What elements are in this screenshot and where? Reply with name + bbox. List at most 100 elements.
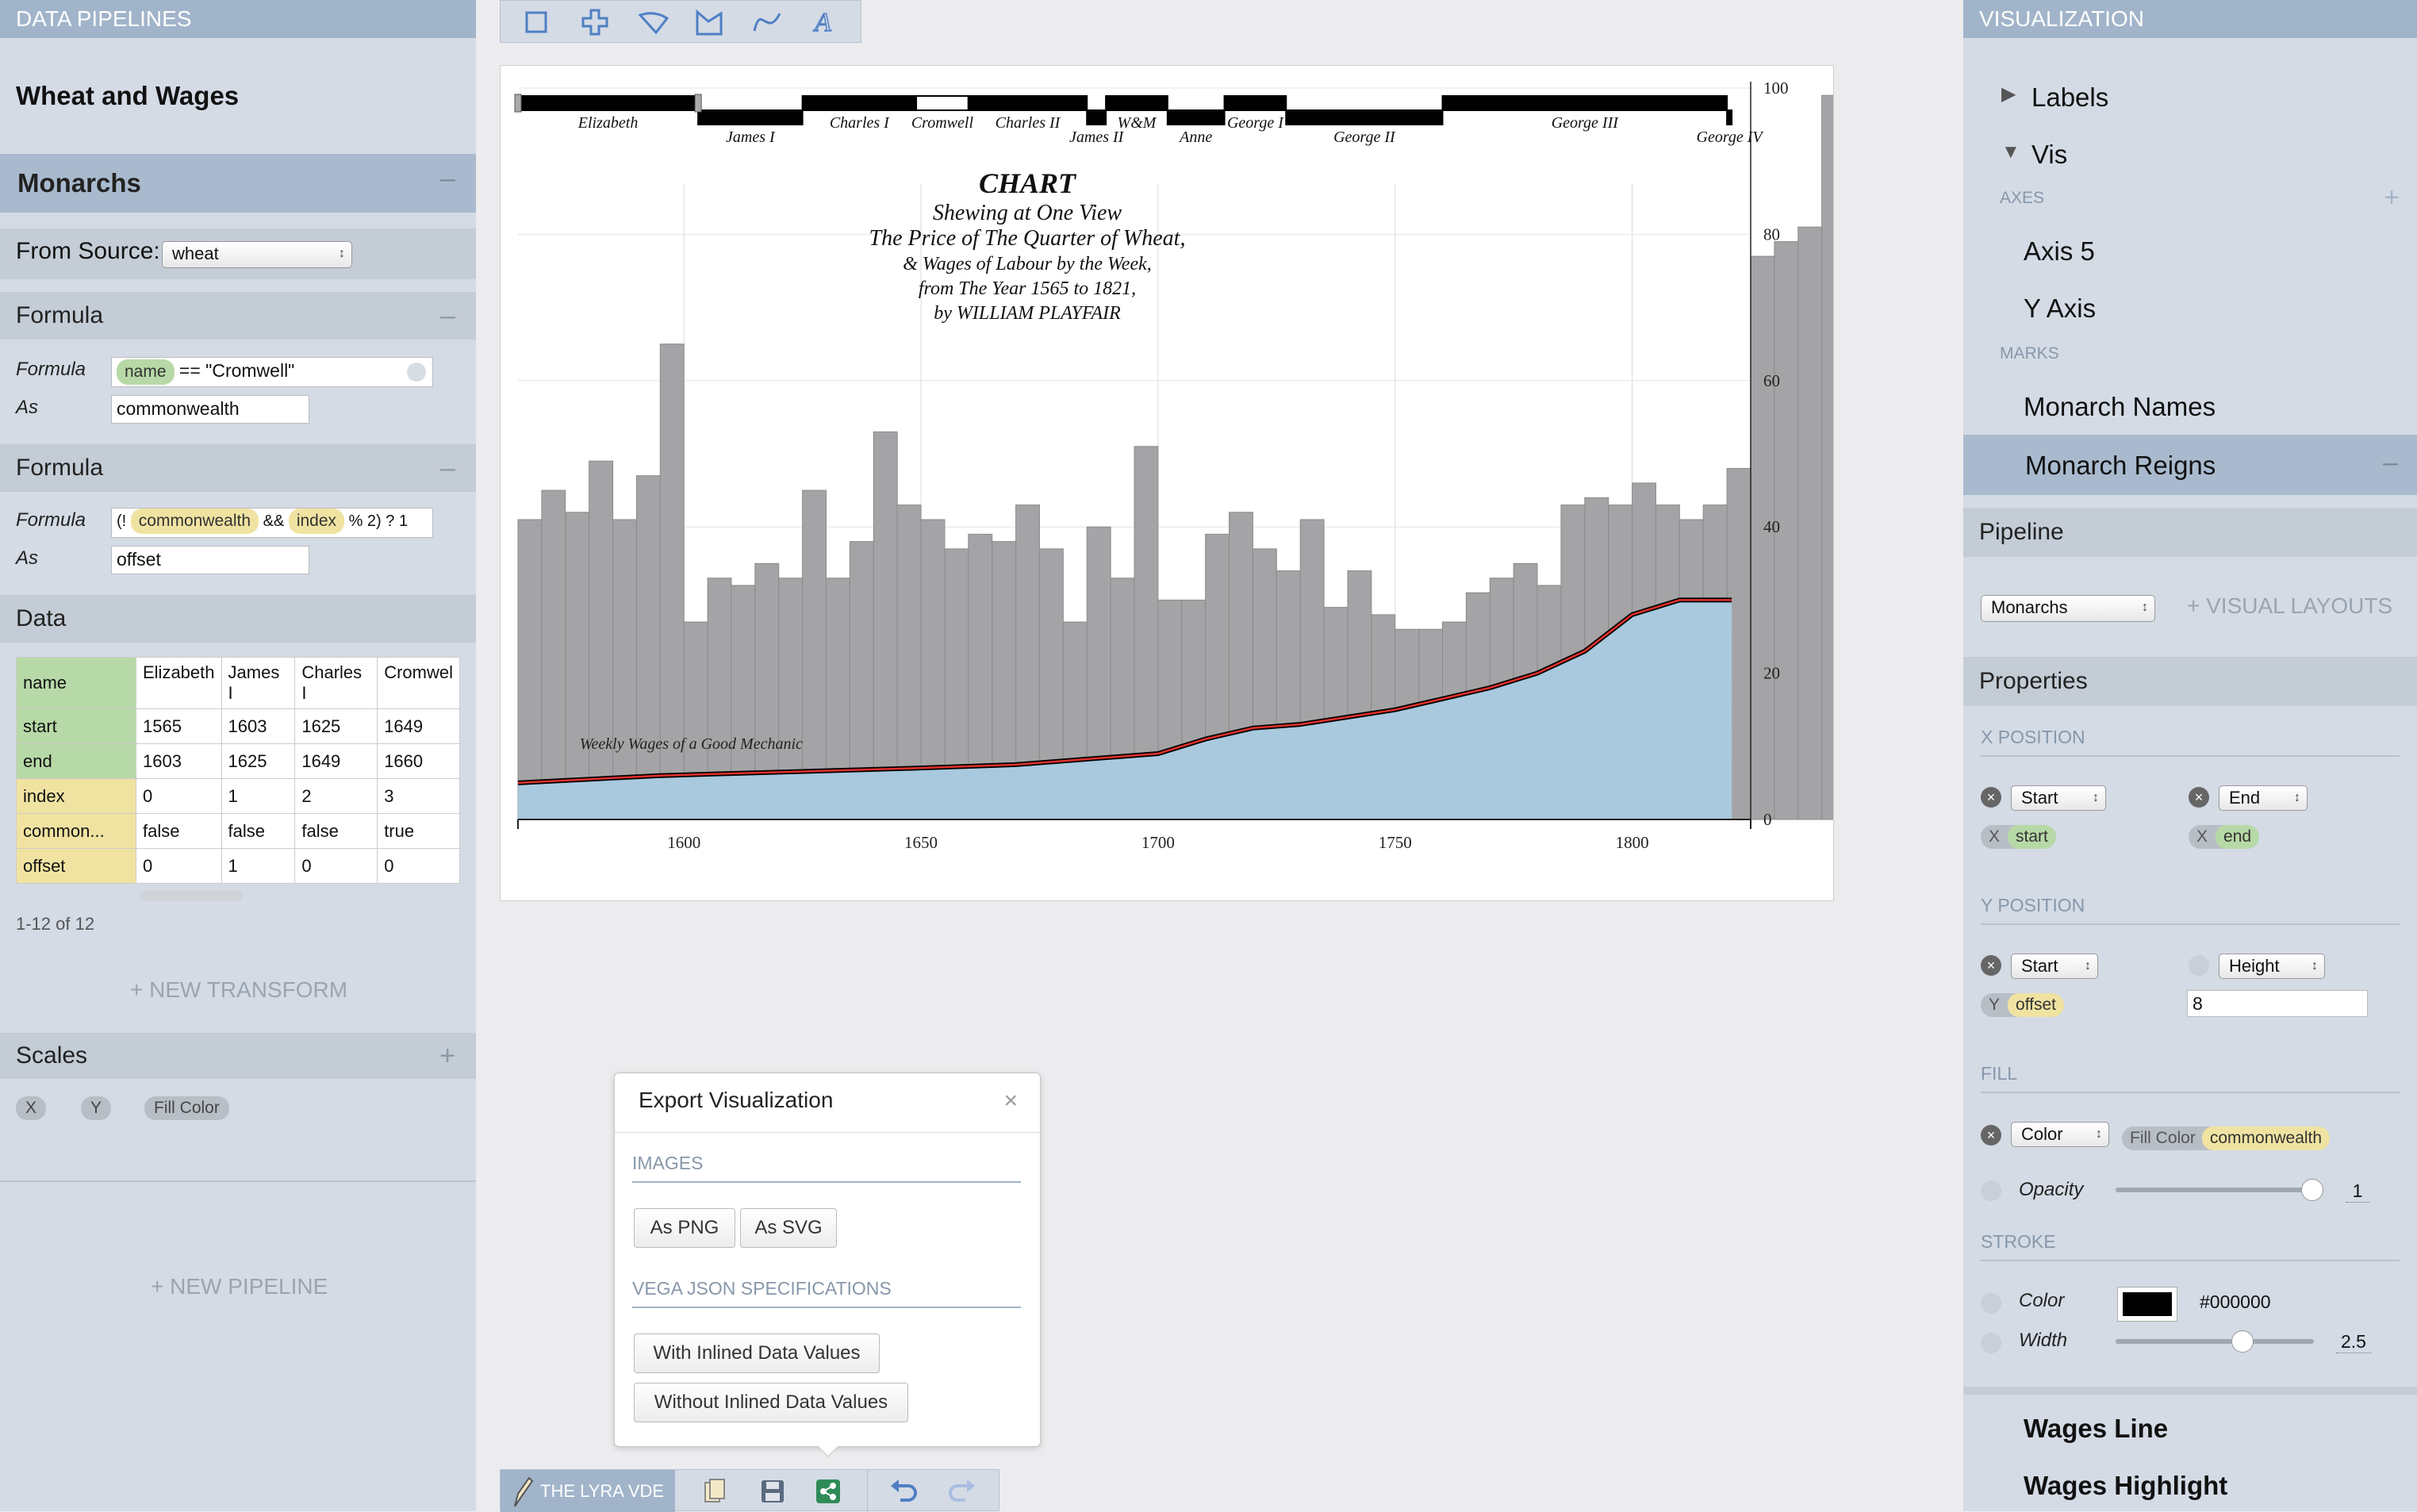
rect-tool-icon[interactable] (523, 9, 550, 36)
labels-item[interactable]: Labels (2031, 83, 2109, 112)
monarch-reign-bar[interactable] (517, 95, 700, 111)
add-icon[interactable]: + (2384, 182, 2400, 213)
wheat-bar[interactable] (1774, 241, 1799, 820)
field-pill-commonwealth[interactable]: commonwealth (130, 508, 259, 534)
mark-item-wages-highlight[interactable]: Wages Highlight (2024, 1471, 2228, 1500)
text-tool-icon[interactable]: A (808, 6, 840, 37)
monarch-reign-bar[interactable] (1086, 109, 1107, 125)
axis-item-y-axis[interactable]: Y Axis (2024, 294, 2097, 323)
formula-header-1[interactable]: Formula – (0, 292, 476, 340)
field-pill-index[interactable]: index (288, 508, 345, 534)
wheat-bar[interactable] (541, 489, 566, 820)
monarch-reign-bar[interactable] (801, 95, 918, 111)
clear-icon[interactable] (407, 363, 426, 382)
remove-icon[interactable]: × (1981, 955, 2001, 976)
export-not-inlined-button[interactable]: Without Inlined Data Values (634, 1383, 908, 1422)
export-svg-button[interactable]: As SVG (740, 1208, 837, 1248)
area-tool-icon[interactable] (694, 7, 726, 37)
collapse-icon[interactable]: – (2383, 447, 2398, 478)
as-input-2[interactable]: offset (111, 546, 309, 574)
wheat-bar[interactable] (517, 519, 543, 820)
toggle-dot[interactable] (1981, 1293, 2001, 1314)
collapse-triangle-icon[interactable]: ▼ (2001, 141, 2020, 163)
toggle-dot[interactable] (1981, 1333, 2001, 1353)
monarch-reign-bar[interactable] (915, 95, 969, 111)
monarch-reign-bar[interactable] (1285, 109, 1444, 125)
arc-tool-icon[interactable] (637, 7, 670, 37)
fill-color-select[interactable]: Color (2011, 1122, 2109, 1147)
scale-pill-x[interactable]: X (16, 1096, 47, 1120)
dataset-header[interactable]: Monarchs – (0, 154, 476, 213)
x-start-select[interactable]: Start (2011, 785, 2106, 811)
scales-header[interactable]: Scales + (0, 1033, 476, 1079)
y-start-select[interactable]: Start (2011, 954, 2098, 979)
formula-header-2[interactable]: Formula – (0, 444, 476, 492)
wheat-bar[interactable] (589, 460, 614, 820)
save-icon[interactable] (759, 1478, 786, 1505)
x-end-select[interactable]: End (2219, 785, 2308, 811)
collapse-icon[interactable]: – (440, 301, 455, 331)
export-png-button[interactable]: As PNG (634, 1208, 735, 1248)
wheat-bar[interactable] (612, 519, 637, 820)
wheat-bar[interactable] (565, 512, 590, 820)
expand-triangle-icon[interactable]: ▶ (2001, 83, 2016, 105)
source-select[interactable]: wheat (162, 241, 352, 268)
undo-icon[interactable] (889, 1478, 919, 1505)
mark-item-wages-line[interactable]: Wages Line (2024, 1414, 2169, 1443)
width-slider-track[interactable] (2116, 1339, 2314, 1344)
wheat-bar[interactable] (659, 343, 685, 820)
new-transform-button[interactable]: + NEW TRANSFORM (130, 977, 348, 1002)
stroke-color-hex[interactable]: #000000 (2200, 1291, 2271, 1312)
monarch-reign-bar[interactable] (967, 95, 1088, 111)
table-scrollbar[interactable] (140, 890, 243, 901)
toggle-dot[interactable] (1981, 1180, 2001, 1201)
collapse-icon[interactable]: – (440, 453, 455, 483)
collapse-icon[interactable]: – (440, 163, 455, 194)
mark-item-monarch-names[interactable]: Monarch Names (2024, 392, 2216, 421)
redo-icon[interactable] (946, 1478, 976, 1505)
formula-expression-2[interactable]: (! commonwealth && index % 2) ? 1 (111, 508, 433, 538)
monarch-reign-bar[interactable] (697, 109, 804, 125)
wheat-bar[interactable] (1797, 226, 1823, 820)
export-inlined-button[interactable]: With Inlined Data Values (634, 1334, 880, 1373)
height-input[interactable]: 8 (2187, 990, 2368, 1017)
remove-icon[interactable]: × (1981, 1125, 2001, 1146)
pipeline-name[interactable]: Wheat and Wages (16, 81, 240, 110)
playfair-chart[interactable]: Weekly Wages of a Good Mechanic Elizabet… (501, 66, 1833, 900)
remove-icon[interactable]: × (1981, 787, 2001, 808)
monarch-reign-bar[interactable] (1105, 95, 1168, 111)
wheat-bar[interactable] (1821, 94, 1833, 820)
copy-icon[interactable] (702, 1478, 727, 1505)
width-slider-handle[interactable] (2231, 1330, 2254, 1353)
fill-binding[interactable]: Fill Color commonwealth (2122, 1126, 2331, 1150)
axis-item-axis-5[interactable]: Axis 5 (2024, 236, 2095, 266)
wheat-bar[interactable] (802, 489, 827, 820)
wheat-bar[interactable] (1750, 255, 1775, 820)
monarch-reign-bar[interactable] (1441, 95, 1728, 111)
remove-icon[interactable]: × (2189, 787, 2209, 808)
symbol-tool-icon[interactable] (580, 7, 610, 37)
mark-item-monarch-reigns[interactable]: Monarch Reigns – (1963, 435, 2417, 495)
wheat-bar[interactable] (635, 475, 661, 820)
formula-expression-1[interactable]: name == "Cromwell" (111, 357, 433, 387)
field-pill-name[interactable]: name (117, 359, 175, 385)
vis-item[interactable]: Vis (2031, 140, 2068, 169)
opacity-slider-handle[interactable] (2301, 1179, 2323, 1201)
visual-layouts-button[interactable]: + VISUAL LAYOUTS (2187, 593, 2393, 618)
data-header[interactable]: Data (0, 595, 476, 643)
add-icon[interactable]: + (439, 1041, 455, 1071)
monarch-reign-bar[interactable] (1223, 95, 1287, 111)
wheat-bar[interactable] (873, 431, 898, 820)
pipeline-select[interactable]: Monarchs (1981, 595, 2155, 622)
monarch-reign-bar[interactable] (1726, 109, 1733, 125)
share-icon[interactable] (815, 1478, 842, 1505)
as-input-1[interactable]: commonwealth (111, 395, 309, 424)
line-tool-icon[interactable] (751, 7, 783, 37)
close-icon[interactable]: × (1003, 1088, 1018, 1114)
y-height-select[interactable]: Height (2219, 954, 2325, 979)
monarch-reign-bar[interactable] (1166, 109, 1226, 125)
opacity-slider-track[interactable] (2116, 1188, 2314, 1192)
